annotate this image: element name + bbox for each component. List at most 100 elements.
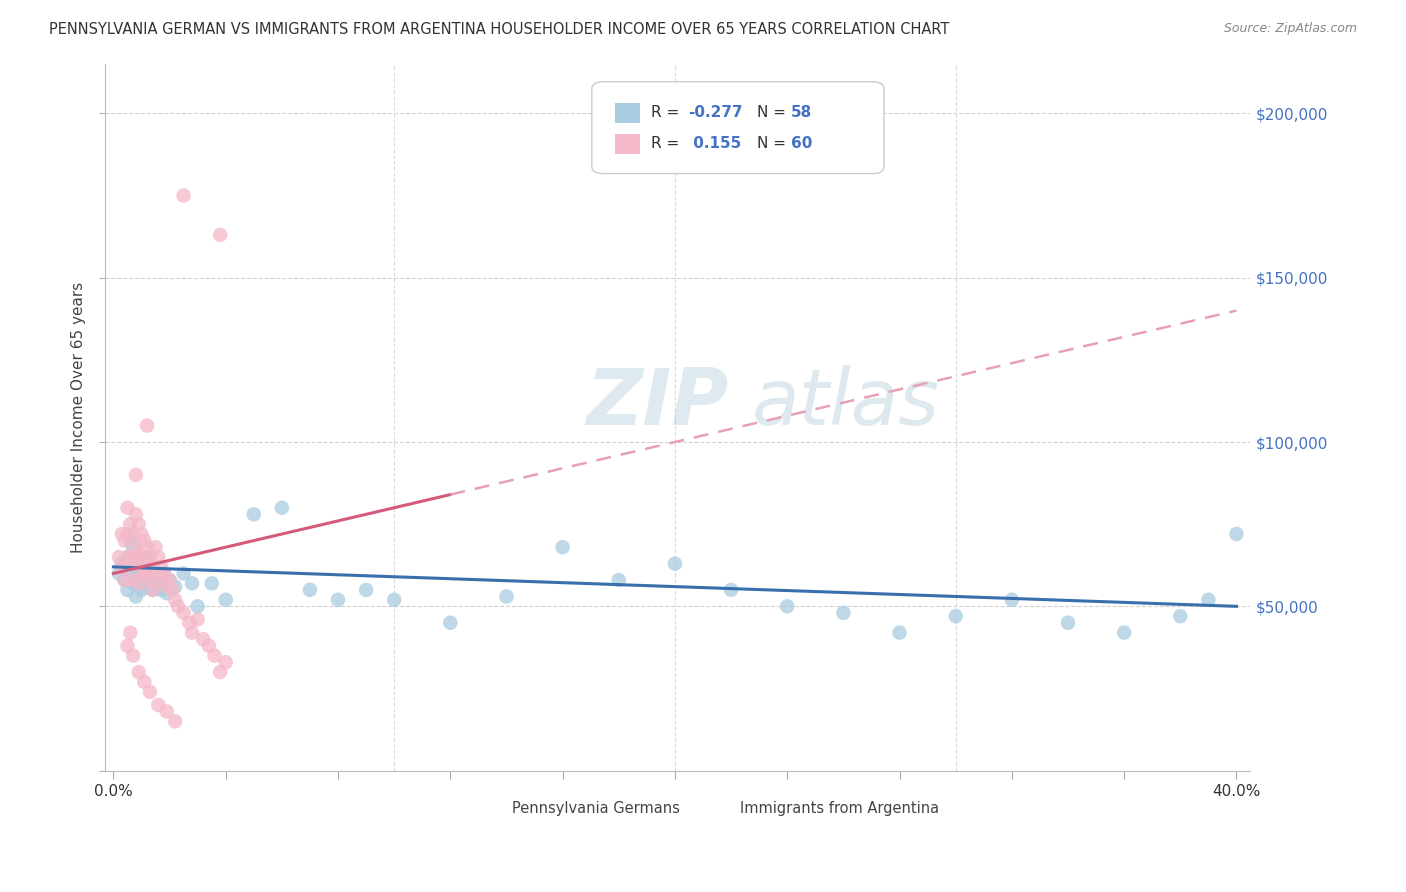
Point [181,576,204,591]
Y-axis label: Householder Income Over 65 years: Householder Income Over 65 years [72,282,86,553]
Point [148,576,170,591]
Point [1225,527,1247,541]
Point [187,599,209,614]
Point [122,527,145,541]
Point [134,566,156,581]
Point [136,566,159,581]
Point [125,540,148,554]
Point [1168,609,1191,624]
Point [776,599,799,614]
Point [215,655,238,669]
Point [173,606,195,620]
Point [108,566,131,581]
Point [1114,625,1136,640]
Point [128,517,150,532]
Point [270,500,292,515]
Point [125,467,148,482]
Point [125,560,148,574]
Point [120,533,142,548]
Point [832,606,855,620]
FancyBboxPatch shape [614,134,640,153]
Point [664,557,686,571]
Point [111,557,134,571]
Point [122,576,145,591]
Point [114,573,136,587]
Text: R =: R = [651,136,685,152]
Point [153,566,176,581]
Point [136,540,159,554]
Text: 60: 60 [792,136,813,152]
Text: 0.155: 0.155 [688,136,741,152]
Text: N =: N = [756,136,790,152]
Point [117,549,139,564]
FancyBboxPatch shape [592,82,884,174]
Text: ZIP: ZIP [586,365,728,442]
Point [128,576,150,591]
Text: R =: R = [651,105,685,120]
Text: Immigrants from Argentina: Immigrants from Argentina [740,801,939,815]
FancyBboxPatch shape [711,800,731,816]
Point [148,549,170,564]
Point [125,590,148,604]
Point [354,582,377,597]
Point [139,573,162,587]
Point [148,698,170,712]
FancyBboxPatch shape [484,800,502,816]
Point [114,533,136,548]
Point [134,560,156,574]
Point [117,549,139,564]
Text: N =: N = [756,105,790,120]
Text: 58: 58 [792,105,813,120]
Point [148,573,170,587]
Point [142,582,165,597]
Point [439,615,461,630]
Point [128,549,150,564]
Point [162,582,184,597]
Point [139,685,162,699]
Point [204,648,226,663]
Point [156,580,179,594]
Point [122,573,145,587]
Point [125,508,148,522]
Point [125,573,148,587]
Point [139,566,162,581]
Point [120,625,142,640]
Point [945,609,967,624]
Point [159,573,181,587]
Point [382,592,405,607]
Point [111,560,134,574]
Point [145,540,167,554]
Text: atlas: atlas [752,365,941,442]
Point [139,549,162,564]
Point [165,714,187,729]
Point [167,599,190,614]
Point [1001,592,1024,607]
FancyBboxPatch shape [614,103,640,123]
Point [179,615,201,630]
Point [198,639,221,653]
Point [136,549,159,564]
Point [120,517,142,532]
Text: Source: ZipAtlas.com: Source: ZipAtlas.com [1223,22,1357,36]
Point [108,549,131,564]
Point [159,573,181,587]
Point [111,527,134,541]
Point [243,508,266,522]
Point [153,566,176,581]
Point [165,580,187,594]
Point [128,566,150,581]
Point [131,527,153,541]
Point [165,592,187,607]
Text: -0.277: -0.277 [688,105,742,120]
Point [150,582,173,597]
Point [136,418,159,433]
Point [209,227,232,242]
Point [117,500,139,515]
Point [120,557,142,571]
Point [1057,615,1080,630]
Point [326,592,349,607]
Point [201,576,224,591]
Point [173,188,195,202]
Point [122,540,145,554]
Point [117,582,139,597]
